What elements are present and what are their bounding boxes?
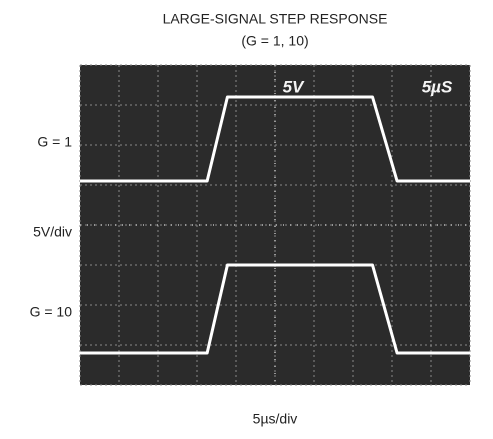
legend-label: G = 1 xyxy=(37,134,72,150)
chart-title: LARGE-SIGNAL STEP RESPONSE xyxy=(163,11,388,27)
trace xyxy=(80,95,470,183)
legend-label: G = 10 xyxy=(30,304,73,320)
chart-subtitle: (G = 1, 10) xyxy=(241,33,308,49)
y-axis-label: 5V/div xyxy=(33,224,72,240)
screen-annotation: 5µS xyxy=(422,77,453,96)
x-axis-label: 5µs/div xyxy=(253,411,298,427)
screen-annotation: 5V xyxy=(283,77,305,96)
trace xyxy=(80,263,470,355)
